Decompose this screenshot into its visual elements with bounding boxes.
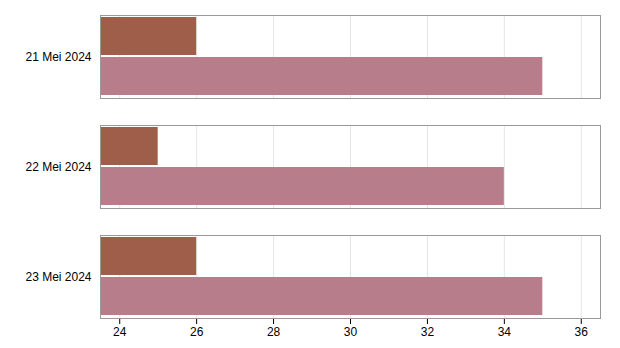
svg-text:22 Mei 2024: 22 Mei 2024	[25, 160, 91, 174]
svg-text:36: 36	[575, 325, 589, 339]
svg-text:26: 26	[190, 325, 204, 339]
svg-text:28: 28	[267, 325, 281, 339]
svg-text:32: 32	[421, 325, 435, 339]
svg-text:24: 24	[113, 325, 127, 339]
svg-text:23 Mei 2024: 23 Mei 2024	[25, 270, 91, 284]
svg-text:34: 34	[498, 325, 512, 339]
svg-text:21 Mei 2024: 21 Mei 2024	[25, 50, 91, 64]
svg-text:30: 30	[344, 325, 358, 339]
